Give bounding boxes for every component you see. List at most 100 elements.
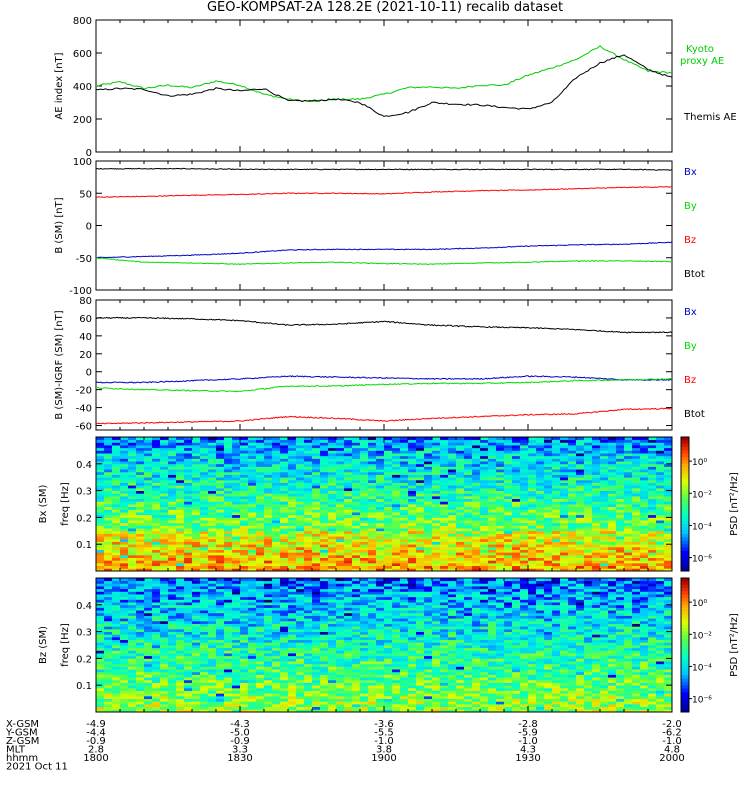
heat-cell — [248, 607, 257, 611]
heat-cell — [536, 544, 545, 548]
heat-cell — [160, 615, 169, 619]
heat-cell — [368, 560, 377, 564]
heat-cell — [288, 509, 297, 513]
heat-cell — [192, 682, 201, 686]
heat-cell — [232, 690, 241, 694]
heat-cell — [232, 458, 241, 462]
heat-cell — [96, 549, 105, 553]
heat-cell — [496, 445, 505, 449]
heat-cell — [264, 469, 273, 473]
heat-cell — [96, 583, 105, 587]
heat-cell — [384, 530, 393, 534]
heat-cell — [480, 530, 489, 534]
heat-cell — [208, 687, 217, 691]
heat-cell — [192, 623, 201, 627]
heat-cell — [264, 455, 273, 459]
heat-cell — [120, 642, 129, 646]
heat-cell — [592, 477, 601, 481]
heat-cell — [104, 525, 113, 529]
heat-cell — [600, 498, 609, 502]
heat-cell — [288, 485, 297, 489]
heat-cell — [632, 447, 641, 451]
series-line-themis-ae — [96, 54, 673, 117]
heat-cell — [256, 450, 265, 454]
heat-cell — [176, 588, 185, 592]
heat-cell — [376, 477, 385, 481]
heat-cell — [512, 541, 521, 545]
heat-cell — [136, 552, 145, 556]
legend-kyoto-2: proxy AE — [680, 56, 724, 67]
heat-cell — [432, 533, 441, 537]
heat-cell — [400, 461, 409, 465]
heat-cell — [256, 568, 265, 572]
heat-cell — [416, 528, 425, 532]
heat-cell — [296, 520, 305, 524]
heat-cell — [120, 463, 129, 467]
heat-cell — [128, 636, 137, 641]
heat-cell — [256, 596, 265, 600]
heat-cell — [184, 471, 193, 475]
heat-cell — [336, 445, 345, 449]
heat-cell — [232, 594, 241, 598]
heat-cell — [240, 607, 249, 611]
heat-cell — [432, 504, 441, 508]
heat-cell — [288, 541, 297, 545]
heat-cell — [168, 466, 177, 470]
heat-cell — [240, 645, 249, 649]
legend-by: By — [684, 341, 697, 352]
heat-cell — [280, 520, 289, 524]
heat-cell — [648, 458, 657, 462]
heat-cell — [448, 474, 457, 478]
heat-cell — [504, 453, 513, 457]
heat-cell — [176, 685, 185, 689]
heat-cell — [544, 437, 553, 441]
heat-cell — [424, 565, 433, 569]
heat-cell — [560, 493, 569, 497]
heat-cell — [256, 682, 265, 686]
heat-cell — [192, 554, 201, 558]
heat-cell — [144, 677, 153, 681]
heat-cell — [160, 455, 169, 459]
heat-cell — [432, 482, 441, 486]
heat-cell — [184, 687, 193, 691]
heat-cell — [176, 594, 185, 598]
heat-cell — [104, 695, 113, 699]
heat-cell — [160, 591, 169, 595]
heat-cell — [496, 533, 505, 537]
heat-cell — [648, 528, 657, 532]
heat-cell — [136, 568, 145, 572]
heat-cell — [440, 439, 449, 443]
heat-cell — [136, 549, 145, 553]
heat-cell — [288, 514, 297, 518]
heat-cell — [176, 554, 185, 558]
heat-cell — [272, 485, 281, 489]
heat-cell — [208, 594, 217, 598]
heat-cell — [552, 562, 561, 567]
heat-cell — [296, 495, 305, 500]
heat-cell — [200, 623, 209, 627]
heat-cell — [600, 493, 609, 497]
heat-cell — [152, 439, 161, 443]
heat-cell — [472, 482, 481, 486]
heat-cell — [248, 442, 257, 446]
heat-cell — [160, 461, 169, 465]
heat-cell — [216, 541, 225, 545]
heat-cell — [344, 549, 353, 553]
heat-cell — [664, 530, 673, 534]
heat-cell — [520, 560, 529, 564]
heat-cell — [624, 565, 633, 569]
heat-cell — [200, 501, 209, 505]
heat-cell — [200, 666, 209, 670]
heat-cell — [208, 541, 217, 545]
heat-cell — [264, 461, 273, 465]
heat-cell — [504, 562, 513, 567]
heat-cell — [144, 687, 153, 691]
heat-cell — [560, 469, 569, 473]
heat-cell — [248, 533, 257, 537]
heat-cell — [112, 439, 121, 443]
heat-cell — [248, 565, 257, 569]
heat-cell — [160, 706, 169, 710]
heat-cell — [504, 528, 513, 532]
heat-cell — [136, 658, 145, 662]
heat-cell — [528, 466, 537, 470]
